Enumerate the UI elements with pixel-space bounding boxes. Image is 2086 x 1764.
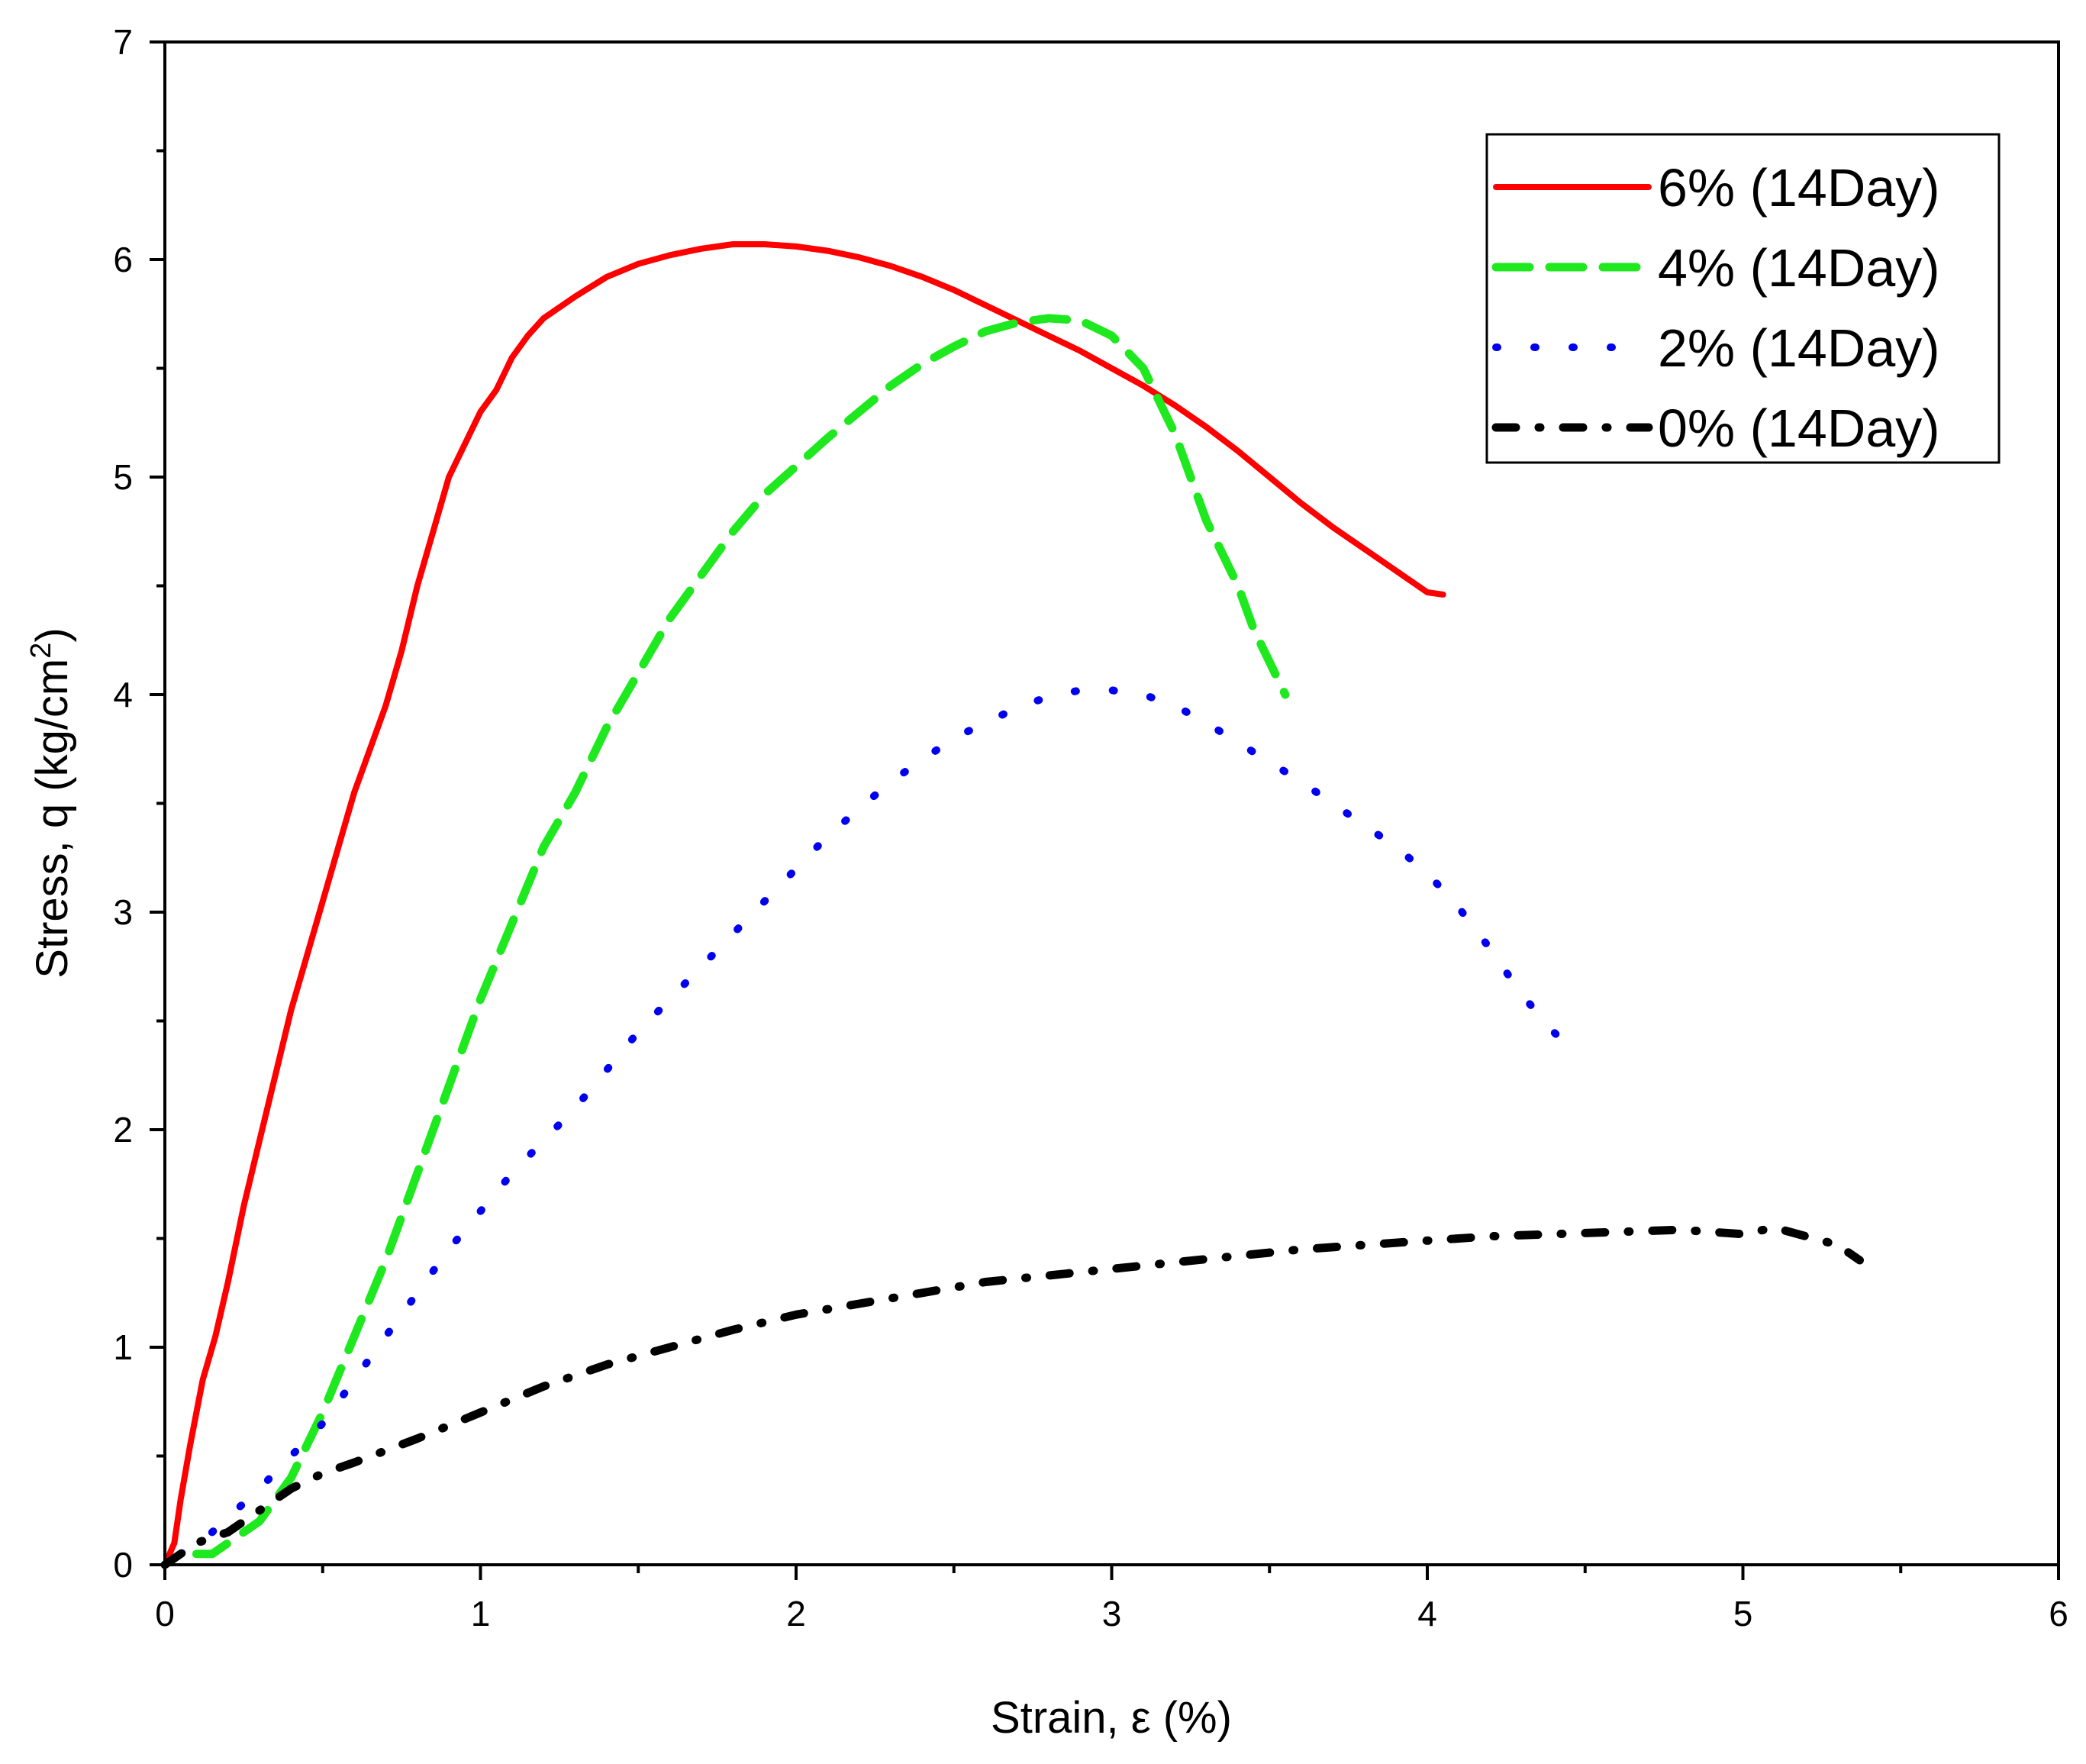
- legend-label-1: 6% (14Day): [1658, 158, 1940, 218]
- legend-box: [1485, 133, 2001, 464]
- y-tick-label: 2: [113, 1110, 133, 1150]
- x-axis-title: Strain, ε (%): [991, 1693, 1232, 1743]
- y-axis-title-close: ): [27, 627, 77, 642]
- x-tick-label: 1: [471, 1594, 491, 1633]
- x-tick-label: 4: [1417, 1594, 1437, 1633]
- y-axis-title-sup: 2: [25, 643, 57, 659]
- legend: 6% (14Day) 4% (14Day) 2% (14Day) 0% (14Day): [1485, 133, 2001, 464]
- y-tick-label: 4: [113, 675, 133, 714]
- series-layer: [160, 241, 1864, 1569]
- y-tick-label: 6: [113, 240, 133, 279]
- series-line-1: [162, 241, 1446, 1568]
- x-tick-label: 0: [155, 1594, 175, 1633]
- series-line-2: [192, 314, 1290, 1559]
- y-tick-label: 0: [113, 1545, 133, 1585]
- y-axis-title-main: Stress, q (kg/cm: [27, 659, 77, 979]
- legend-label-2: 4% (14Day): [1658, 238, 1940, 298]
- x-tick-label: 6: [2049, 1594, 2068, 1633]
- x-tick-label: 5: [1733, 1594, 1753, 1633]
- y-axis-title: Stress, q (kg/cm2): [25, 627, 77, 978]
- y-tick-label: 7: [113, 22, 133, 62]
- legend-label-4: 0% (14Day): [1658, 398, 1940, 458]
- y-tick-label: 5: [113, 457, 133, 497]
- y-tick-label: 1: [113, 1327, 133, 1367]
- x-tick-label: 2: [786, 1594, 806, 1633]
- legend-label-3: 2% (14Day): [1658, 318, 1940, 378]
- x-tick-label: 3: [1102, 1594, 1122, 1633]
- axis-ticks: 0 1 2 3 4 5 6 0 1 2 3 4 5 6 7: [113, 22, 2068, 1633]
- y-tick-label: 3: [113, 892, 133, 932]
- series-line-4: [160, 1223, 1864, 1569]
